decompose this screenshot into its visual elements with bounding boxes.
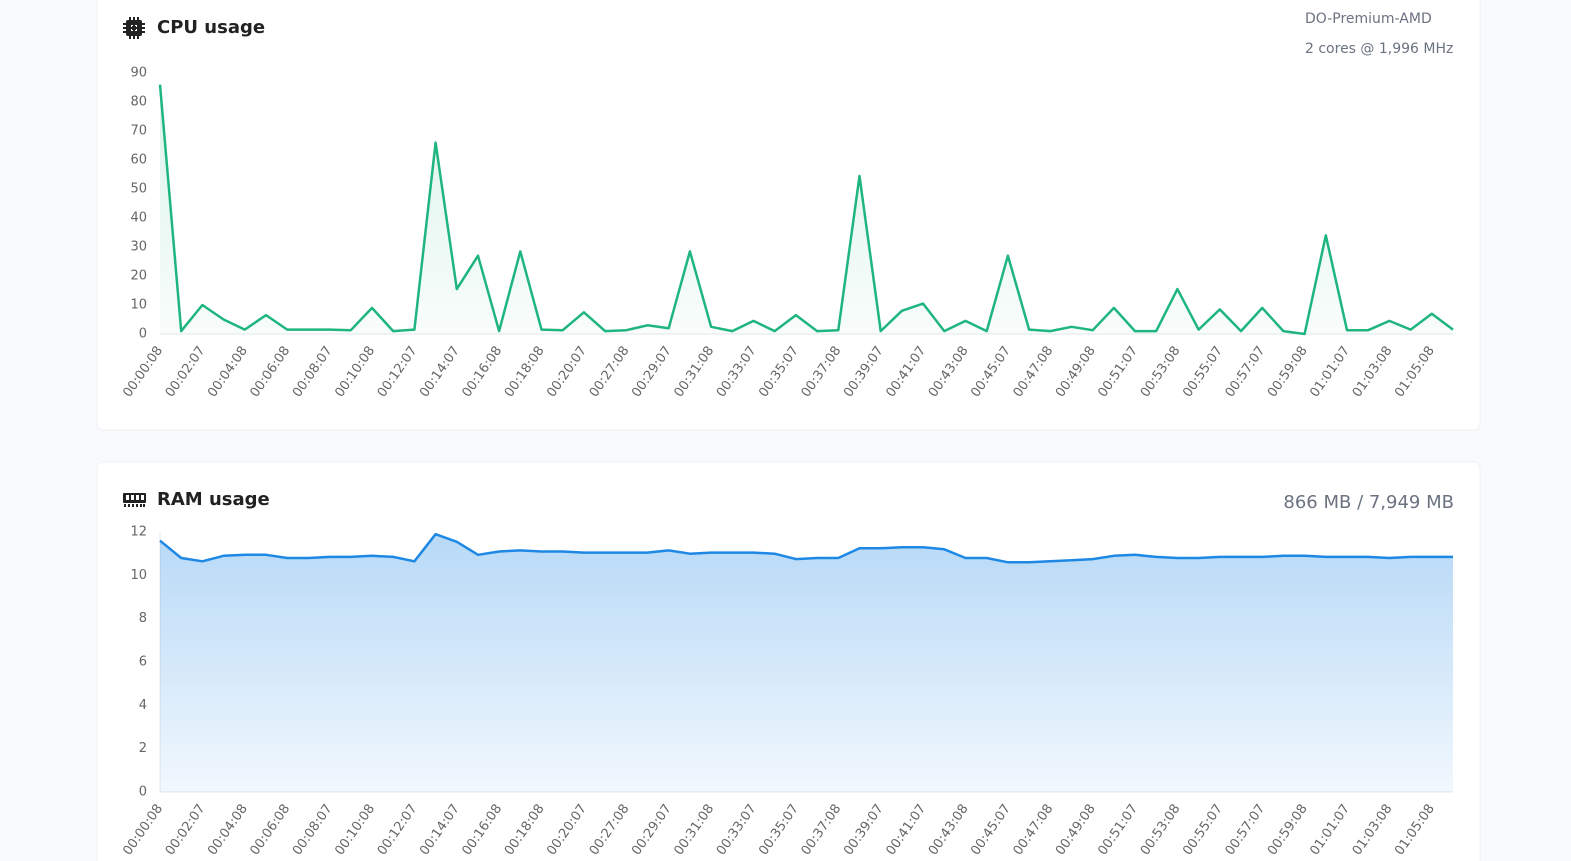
- chart-title: CPU usage: [157, 17, 265, 38]
- y-tick-label: 70: [130, 124, 147, 139]
- cpu-spec: 2 cores @ 1,996 MHz: [1305, 41, 1453, 57]
- y-tick-label: 50: [130, 182, 147, 197]
- ram-summary: 866 MB / 7,949 MB: [1283, 492, 1454, 513]
- chart-title: RAM usage: [157, 489, 270, 510]
- area-fill: [160, 534, 1453, 792]
- data-line: [159, 532, 1453, 564]
- y-tick-label: 4: [139, 698, 147, 713]
- y-tick-label: 10: [130, 568, 147, 583]
- y-tick-label: 12: [130, 525, 147, 540]
- y-tick-label: 80: [130, 95, 147, 110]
- cpu-icon: [123, 17, 145, 39]
- data-line: [158, 84, 1454, 336]
- y-tick-label: 20: [130, 269, 147, 284]
- ram-icon: [123, 493, 146, 507]
- y-tick-label: 40: [130, 211, 147, 226]
- y-tick-label: 6: [139, 655, 147, 670]
- y-tick-label: 90: [130, 66, 147, 81]
- y-tick-label: 2: [139, 741, 147, 756]
- area-fill: [160, 84, 1453, 334]
- y-tick-label: 30: [130, 240, 147, 255]
- y-tick-label: 0: [139, 785, 147, 800]
- y-tick-label: 60: [130, 153, 147, 168]
- y-tick-label: 0: [139, 327, 147, 342]
- y-tick-label: 10: [130, 298, 147, 313]
- y-tick-label: 8: [139, 611, 147, 626]
- server-name: DO-Premium-AMD: [1305, 11, 1432, 27]
